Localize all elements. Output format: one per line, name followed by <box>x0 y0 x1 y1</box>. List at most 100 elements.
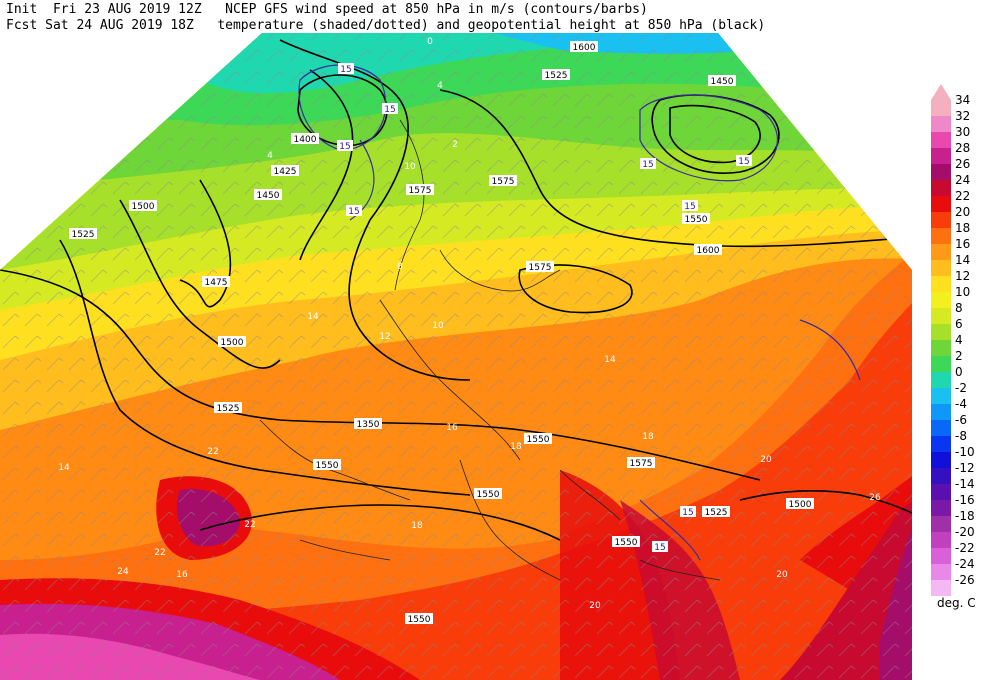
height-contour-label: 1550 <box>682 213 710 225</box>
colorbar-swatch <box>931 468 951 484</box>
colorbar-swatch <box>931 388 951 404</box>
height-contour-label-text: 1500 <box>132 202 155 212</box>
colorbar-label: 6 <box>955 317 963 331</box>
wind-contour-label: 15 <box>337 140 353 152</box>
temperature-label: 4 <box>267 151 273 161</box>
forecast-time: Fcst Sat 24 AUG 2019 18Z <box>6 18 194 33</box>
colorbar-overflow-triangle <box>931 84 951 100</box>
temperature-label: 16 <box>446 423 458 433</box>
colorbar-label: -14 <box>955 477 975 491</box>
temperature-label: 22 <box>207 447 218 457</box>
colorbar-swatch <box>931 196 951 212</box>
height-contour-label-text: 1550 <box>615 538 638 548</box>
height-contour-label: 1575 <box>489 175 517 187</box>
temperature-label-text: 8 <box>397 262 403 272</box>
colorbar-swatch <box>931 356 951 372</box>
wind-contour-label-text: 15 <box>738 157 749 167</box>
colorbar-label: -8 <box>955 429 967 443</box>
temperature-label-text: 20 <box>760 455 772 465</box>
height-contour-label-text: 1525 <box>705 508 728 518</box>
wind-contour-label-text: 15 <box>348 207 359 217</box>
colorbar-label: -2 <box>955 381 967 395</box>
colorbar-swatch <box>931 260 951 276</box>
colorbar-swatch <box>931 580 951 596</box>
temperature-label-text: 26 <box>869 493 881 503</box>
colorbar-label: 30 <box>955 125 971 139</box>
colorbar-swatch <box>931 436 951 452</box>
height-contour-label-text: 1525 <box>72 230 95 240</box>
temperature-label-text: 16 <box>446 423 458 433</box>
height-contour-label-text: 1575 <box>492 177 515 187</box>
height-contour-label-text: 1450 <box>257 191 280 201</box>
temperature-label-text: 14 <box>307 312 319 322</box>
temperature-label: 18 <box>411 521 423 531</box>
height-contour-label-text: 1550 <box>477 490 500 500</box>
colorbar-label: -10 <box>955 445 975 459</box>
wind-contour-label-text: 15 <box>684 202 695 212</box>
height-contour-label-text: 1500 <box>789 500 812 510</box>
colorbar-label: 34 <box>955 93 971 107</box>
colorbar-swatch <box>931 452 951 468</box>
wind-contour-label-text: 15 <box>654 543 665 553</box>
height-contour-label: 1550 <box>474 488 502 500</box>
colorbar-label: 32 <box>955 109 971 123</box>
colorbar-swatch <box>931 404 951 420</box>
colorbar-label: 26 <box>955 157 971 171</box>
height-contour-label: 1525 <box>702 506 730 518</box>
temperature-label-text: 12 <box>379 332 390 342</box>
wind-contour-label: 15 <box>736 155 752 167</box>
temperature-label: 22 <box>244 520 255 530</box>
colorbar-label: -12 <box>955 461 975 475</box>
height-contour-label-text: 1550 <box>408 615 431 625</box>
temperature-label: 0 <box>427 37 433 47</box>
height-contour-label: 1550 <box>612 536 640 548</box>
temperature-label: 10 <box>404 162 416 172</box>
height-contour-label: 1525 <box>542 69 570 81</box>
temperature-label-text: 0 <box>427 37 433 47</box>
temperature-label-text: 22 <box>207 447 218 457</box>
temperature-label: 20 <box>760 455 772 465</box>
temperature-label: 16 <box>176 570 188 580</box>
height-contour-label: 1475 <box>202 276 230 288</box>
height-contour-label: 1575 <box>627 457 655 469</box>
temperature-label-text: 18 <box>411 521 423 531</box>
height-contour-label-text: 1525 <box>545 71 568 81</box>
colorbar-label: 8 <box>955 301 963 315</box>
colorbar-label: -4 <box>955 397 967 411</box>
colorbar-swatch <box>931 516 951 532</box>
colorbar-swatch <box>931 532 951 548</box>
colorbar-swatch <box>931 500 951 516</box>
height-contour-label-text: 1450 <box>711 77 734 87</box>
height-contour-label-text: 1600 <box>573 43 596 53</box>
colorbar-label: 20 <box>955 205 971 219</box>
temperature-label: 18 <box>642 432 654 442</box>
height-contour-label: 1550 <box>524 433 552 445</box>
temperature-label-text: 22 <box>244 520 255 530</box>
colorbar-label: -26 <box>955 573 975 587</box>
init-time: Init Fri 23 AUG 2019 12Z <box>6 2 202 17</box>
height-contour-label-text: 1550 <box>527 435 550 445</box>
wind-contour-label: 15 <box>682 200 698 212</box>
height-contour-label: 1400 <box>291 133 319 145</box>
colorbar-swatch <box>931 100 951 116</box>
colorbar-swatch <box>931 484 951 500</box>
temperature-label-text: 10 <box>432 321 444 331</box>
colorbar-swatch <box>931 372 951 388</box>
colorbar-swatch <box>931 340 951 356</box>
colorbar-swatch <box>931 244 951 260</box>
wind-contour-label: 15 <box>382 103 398 115</box>
colorbar-label: -24 <box>955 557 975 571</box>
height-contour-label-text: 1400 <box>294 135 317 145</box>
temperature-label-text: 10 <box>404 162 416 172</box>
product-title: NCEP GFS wind speed at 850 hPa in m/s (c… <box>225 2 648 17</box>
colorbar-label: 28 <box>955 141 971 155</box>
temperature-label: 14 <box>307 312 319 322</box>
colorbar-label: -20 <box>955 525 975 539</box>
temperature-label: 2 <box>452 140 458 150</box>
colorbar-units: deg. C <box>937 596 976 610</box>
temperature-label-text: 18 <box>510 442 522 452</box>
colorbar-label: 14 <box>955 253 971 267</box>
temperature-label-text: 24 <box>117 567 129 577</box>
colorbar-label: 2 <box>955 349 963 363</box>
height-contour-label: 1500 <box>218 336 246 348</box>
